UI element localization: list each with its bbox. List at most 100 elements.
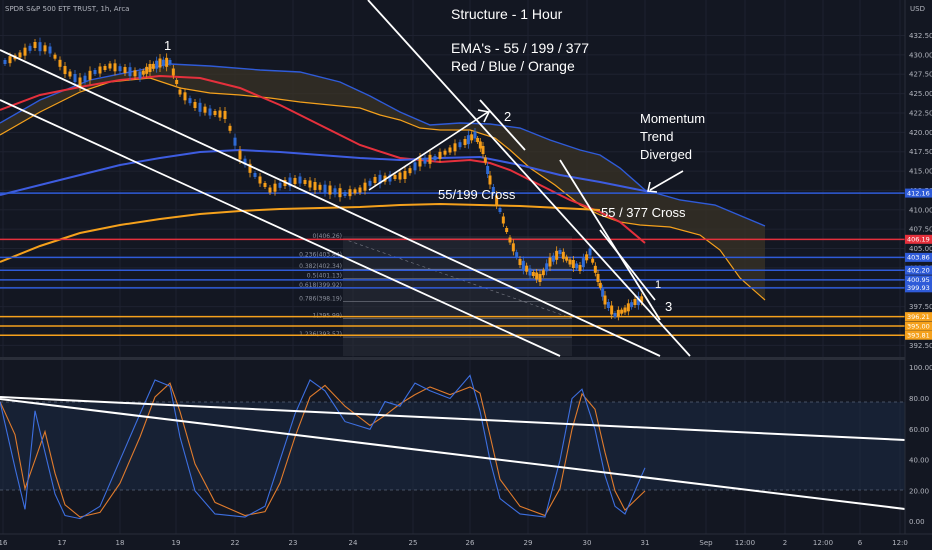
- annotation-arrows: [368, 109, 684, 193]
- candle-body: [640, 296, 644, 303]
- candle-body: [175, 80, 179, 84]
- candle-body: [165, 57, 169, 67]
- price-level-tag: [905, 283, 932, 293]
- stoch-tick-label: 80.00: [909, 395, 929, 403]
- candle-body: [123, 67, 127, 73]
- time-tick-label: 19: [172, 539, 181, 547]
- price-level-tag-label: 396.21: [907, 313, 930, 321]
- stoch-tick-label: 0.00: [909, 518, 925, 526]
- trend-line: [367, 0, 691, 357]
- candle-body: [458, 142, 462, 148]
- candle-body: [433, 156, 437, 160]
- price-tick-label: 430.00: [909, 51, 932, 59]
- trend-lines: [0, 0, 691, 357]
- candle-body: [218, 110, 222, 118]
- candle-body: [233, 137, 237, 146]
- fib-level-label: 0.236(403.84): [299, 252, 342, 259]
- candle-body: [338, 188, 342, 198]
- candle-body: [288, 177, 292, 187]
- candle-body: [478, 141, 482, 149]
- candle-body: [518, 259, 522, 265]
- candle-body: [348, 189, 352, 197]
- candle-body: [453, 143, 457, 152]
- candle-body: [353, 189, 357, 194]
- candle-body: [328, 185, 332, 195]
- wave-label-2: 2: [504, 109, 511, 124]
- time-tick-label: 16: [0, 539, 8, 547]
- stoch-tick-label: 100.00: [909, 364, 932, 372]
- candle-body: [303, 180, 307, 184]
- time-tick-label: 24: [349, 539, 358, 547]
- candle-body: [443, 150, 447, 155]
- trend-line: [599, 229, 656, 301]
- candle-body: [178, 89, 182, 95]
- price-tick-label: 415.00: [909, 168, 932, 176]
- ema-lines: [0, 74, 651, 263]
- candle-body: [521, 260, 525, 270]
- time-tick-label: Sep: [699, 539, 713, 547]
- candle-body: [501, 216, 505, 224]
- fib-retracement: 0(406.26) 0.236(403.84) 0.382(402.34) 0.5(4…: [299, 233, 573, 356]
- candle-body: [308, 180, 312, 188]
- candle-body: [168, 60, 172, 64]
- candle-body: [3, 60, 7, 64]
- candle-body: [568, 259, 572, 265]
- fib-level-label: 0.382(402.34): [299, 263, 342, 270]
- currency-label: USD: [910, 5, 925, 13]
- candle-body: [373, 177, 377, 183]
- candle-body: [575, 263, 579, 269]
- candle-body: [103, 66, 107, 70]
- candle-body: [213, 111, 217, 115]
- candle-body: [555, 250, 559, 260]
- candle-body: [565, 256, 569, 261]
- candle-body: [268, 187, 272, 193]
- candle-body: [133, 70, 137, 77]
- candle-body: [63, 66, 67, 74]
- candle-body: [596, 274, 600, 282]
- ema-377-line: [0, 202, 601, 263]
- price-tick-label: 432.50: [909, 32, 932, 40]
- candle-body: [313, 182, 317, 190]
- candle-body: [486, 166, 490, 174]
- candle-body: [428, 154, 432, 164]
- price-level-tag-label: 399.93: [907, 284, 930, 292]
- fib-level-label: 0.618(399.92): [299, 282, 342, 289]
- candle-body: [263, 183, 267, 187]
- candle-body: [531, 272, 535, 276]
- candle-body: [148, 64, 152, 72]
- candle-body: [398, 172, 402, 180]
- candle-body: [515, 252, 519, 258]
- price-level-tag: [905, 234, 932, 244]
- candle-body: [551, 255, 555, 262]
- candle-body: [98, 66, 102, 74]
- candle-body: [273, 183, 277, 192]
- price-level-tag-label: 395.00: [907, 322, 930, 330]
- candle-body: [538, 274, 542, 282]
- fib-level-label: 0.5(401.13): [307, 273, 342, 280]
- time-tick-label: 2: [783, 539, 787, 547]
- candle-body: [323, 184, 327, 193]
- annotation-emas: EMA's - 55 / 199 / 377: [451, 40, 589, 56]
- candle-body: [28, 45, 32, 51]
- price-level-tag-label: 406.19: [907, 236, 930, 244]
- price-tick-label: 410.00: [909, 206, 932, 214]
- candle-body: [498, 208, 502, 212]
- stoch-d-line: [0, 382, 646, 518]
- fib-level-label: 0(406.26): [313, 233, 343, 240]
- time-axis[interactable]: 16 17 18 19 22 23 24 25 26 29 30 31 Sep 12:00 2 12:00 6 1…: [0, 533, 932, 550]
- candle-body: [545, 263, 549, 272]
- candle-body: [488, 175, 492, 185]
- price-axis[interactable]: 432.50 430.00 427.50 425.00 422.50 420.00 417.…: [904, 0, 932, 550]
- candle-body: [403, 171, 407, 179]
- price-level-tag-label: 393.81: [907, 332, 930, 340]
- candle-body: [128, 67, 132, 77]
- price-level-tag: [905, 321, 932, 331]
- price-tick-label: 417.50: [909, 148, 932, 156]
- pane-separator[interactable]: [0, 357, 905, 360]
- candle-body: [561, 251, 565, 259]
- price-level-tag-label: 403.86: [907, 254, 930, 262]
- candle-body: [378, 174, 382, 184]
- annotation-trend: Trend: [640, 129, 673, 144]
- candle-body: [548, 257, 552, 267]
